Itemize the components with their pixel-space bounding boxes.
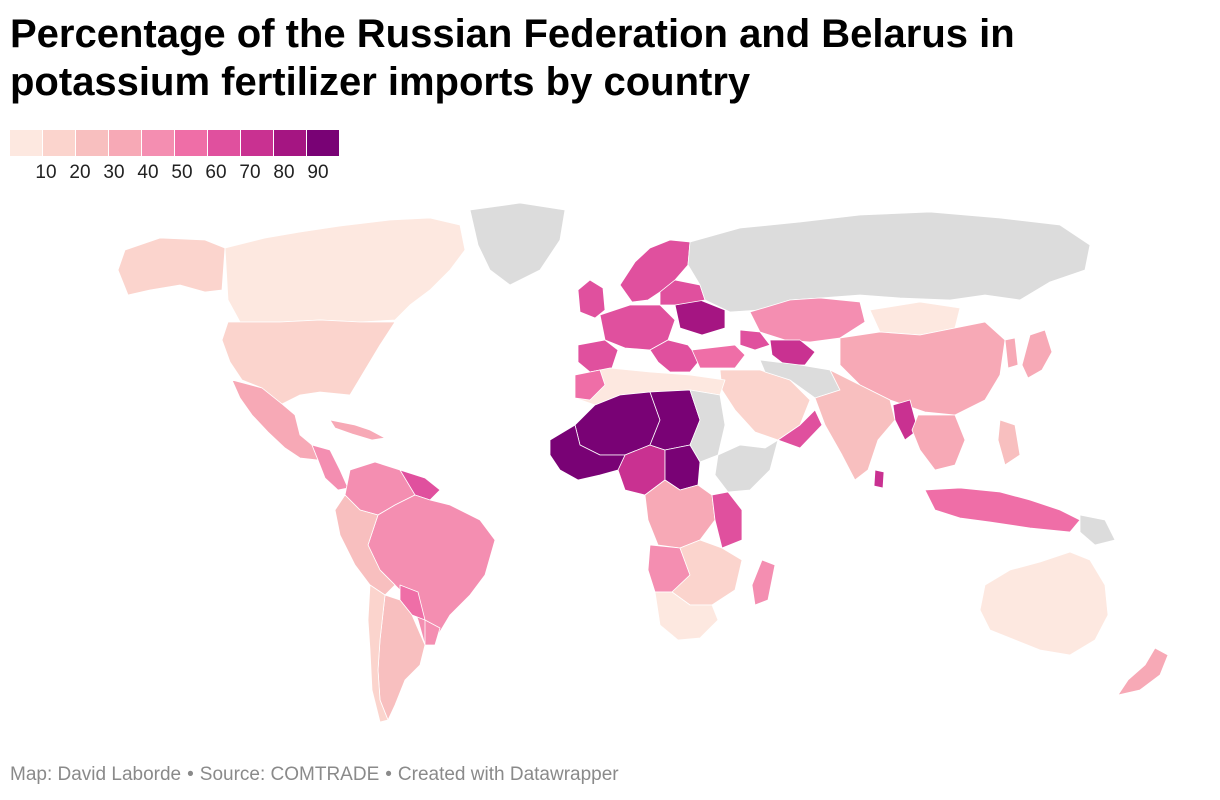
region-central-africa[interactable] [644,479,716,549]
region-italy-balkans[interactable] [649,339,701,373]
region-turkey[interactable] [691,344,746,369]
region-papua[interactable] [1079,514,1116,546]
region-peru-bolivia[interactable] [334,494,396,596]
region-usa[interactable] [221,319,396,405]
region-uruguay[interactable] [424,619,441,646]
chart-title: Percentage of the Russian Federation and… [10,12,1015,104]
legend-tick-label: 60 [205,162,227,183]
region-philippines[interactable] [997,419,1021,466]
region-alaska[interactable] [117,237,226,296]
region-uk-ireland[interactable] [577,279,606,319]
legend-tick-label: 30 [103,162,125,183]
region-india[interactable] [814,369,896,481]
region-paraguay[interactable] [399,584,426,621]
legend-ticks: 10 20 30 40 50 60 70 80 90 [10,162,350,186]
world-choropleth-map [117,202,1169,723]
legend-swatch [43,130,76,156]
region-turkmenistan-uzbekistan[interactable] [769,339,816,366]
legend-swatch [241,130,274,156]
region-southeast-asia[interactable] [911,414,966,471]
legend-tick-label: 40 [137,162,159,183]
legend-swatch [208,130,241,156]
region-guianas[interactable] [399,469,441,501]
region-tanzania[interactable] [711,491,743,549]
region-kazakhstan-central-asia[interactable] [749,297,866,343]
color-legend: 10 20 30 40 50 60 70 80 90 [10,130,350,186]
legend-swatch [10,130,43,156]
region-sudan[interactable] [689,389,726,463]
legend-tick-label: 70 [239,162,261,183]
datawrapper-credit: Created with Datawrapper [397,764,619,785]
region-southern-africa[interactable] [671,539,743,606]
region-iberia[interactable] [577,339,619,373]
region-indonesia[interactable] [924,487,1081,533]
legend-tick-label: 20 [69,162,91,183]
legend-tick-label: 80 [273,162,295,183]
legend-swatch [76,130,109,156]
region-central-america[interactable] [311,444,349,491]
region-russia[interactable] [687,211,1091,313]
region-morocco[interactable] [574,369,606,401]
region-japan[interactable] [1021,329,1053,379]
legend-tick-label: 90 [307,162,329,183]
region-oman-yemen[interactable] [777,409,823,449]
source-credit: Source: COMTRADE [199,764,380,785]
region-guinea-coast[interactable] [549,424,626,481]
legend-swatch [175,130,208,156]
map-credit: Map: David Laborde [10,764,182,785]
legend-swatches [10,130,350,156]
legend-swatch [307,130,340,156]
region-caucasus[interactable] [739,329,771,351]
footer-separator: • [385,764,392,785]
legend-tick-label: 10 [35,162,57,183]
region-australia[interactable] [979,551,1109,656]
legend-swatch [274,130,307,156]
region-greenland[interactable] [469,202,566,286]
legend-swatch [142,130,175,156]
region-korea[interactable] [1004,337,1019,369]
map-footer: Map: David Laborde • Source: COMTRADE • Crea… [10,764,619,786]
region-chile[interactable] [367,584,389,723]
region-caribbean[interactable] [329,419,386,441]
footer-separator: • [187,764,194,785]
region-canada[interactable] [224,217,466,323]
region-south-africa[interactable] [654,591,719,641]
region-sri-lanka[interactable] [873,469,885,489]
region-horn-of-africa[interactable] [714,439,779,493]
region-new-zealand[interactable] [1117,647,1169,696]
legend-swatch [109,130,142,156]
region-madagascar[interactable] [751,559,776,606]
legend-tick-label: 50 [171,162,193,183]
